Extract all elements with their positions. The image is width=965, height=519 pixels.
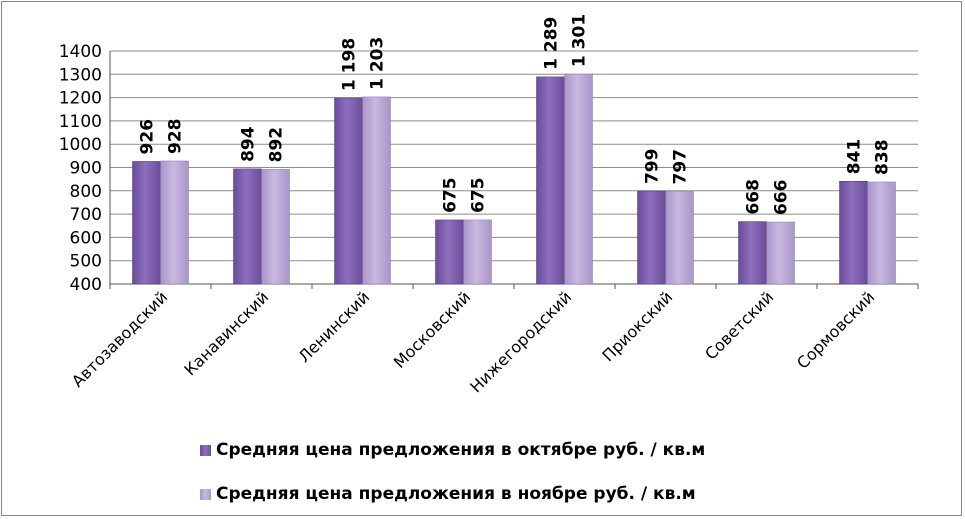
y-tick-label: 1000 <box>59 135 102 155</box>
data-label-november: 928 <box>166 118 186 154</box>
data-label-october: 926 <box>138 119 158 155</box>
y-tick-label: 1400 <box>59 42 102 62</box>
data-label-november: 1 301 <box>570 14 590 67</box>
y-tick-label: 900 <box>70 159 102 179</box>
y-tick-label: 800 <box>70 182 102 202</box>
bar-october <box>637 190 666 285</box>
data-label-november: 797 <box>671 149 691 185</box>
legend-swatch-november <box>200 488 211 500</box>
bar-october <box>435 219 464 285</box>
category-label: Ленинский <box>295 287 374 366</box>
legend: Средняя цена предложения в октябре руб. … <box>200 428 705 516</box>
bar-november <box>867 181 896 285</box>
category-label: Московский <box>390 287 475 372</box>
legend-swatch-october <box>200 444 211 456</box>
y-tick-label: 600 <box>70 228 102 248</box>
category-label: Канавинский <box>180 287 272 379</box>
bar-october <box>233 168 262 285</box>
bar-november <box>463 219 492 285</box>
data-label-october: 894 <box>239 126 259 162</box>
legend-label-october: Средняя цена предложения в октябре руб. … <box>216 440 706 460</box>
category-label: Приокский <box>598 287 676 365</box>
data-label-october: 1 289 <box>542 17 562 70</box>
y-tick-label: 700 <box>70 205 102 225</box>
bar-november <box>362 96 391 285</box>
legend-item-november: Средняя цена предложения в ноябре руб. /… <box>200 472 705 516</box>
y-tick-label: 1100 <box>59 112 102 132</box>
bars <box>132 73 896 285</box>
legend-item-october: Средняя цена предложения в октябре руб. … <box>200 428 705 472</box>
category-label: Сормовский <box>793 287 878 372</box>
data-label-november: 838 <box>873 139 893 175</box>
data-label-october: 675 <box>441 177 461 213</box>
data-label-november: 892 <box>267 127 287 163</box>
y-tick-label: 1300 <box>59 65 102 85</box>
data-label-november: 675 <box>469 177 489 213</box>
y-tick-labels: 400 500 600 700 800 900 1000 1100 1200 1300 1400 <box>59 42 102 295</box>
category-labels: Автозаводский Канавинский Ленинский Московс… <box>68 287 878 396</box>
bar-november <box>766 221 795 285</box>
data-label-october: 668 <box>744 179 764 215</box>
bar-october <box>536 76 565 285</box>
bar-november <box>564 73 593 285</box>
bar-october <box>738 221 767 285</box>
bar-november <box>160 160 189 285</box>
bar-october <box>334 97 363 285</box>
data-label-october: 799 <box>643 149 663 185</box>
data-label-november: 666 <box>772 180 792 216</box>
bar-october <box>839 180 868 285</box>
legend-label-november: Средняя цена предложения в ноябре руб. /… <box>216 484 696 504</box>
y-tick-label: 1200 <box>59 89 102 109</box>
data-labels: 926 894 1 198 675 1 289 799 668 841 928 892 1 203 6… <box>138 14 893 215</box>
category-label: Нижегородский <box>466 287 575 396</box>
category-label: Автозаводский <box>68 287 171 390</box>
axes <box>109 51 919 289</box>
y-tick-label: 500 <box>70 252 102 272</box>
bar-november <box>665 191 694 285</box>
data-label-october: 1 198 <box>340 38 360 91</box>
y-tick-label: 400 <box>70 275 102 295</box>
grid-lines <box>110 50 918 285</box>
category-label: Советский <box>701 287 777 363</box>
data-label-november: 1 203 <box>368 37 388 90</box>
bar-october <box>132 161 161 285</box>
bar-november <box>261 169 290 285</box>
data-label-october: 841 <box>845 139 865 175</box>
